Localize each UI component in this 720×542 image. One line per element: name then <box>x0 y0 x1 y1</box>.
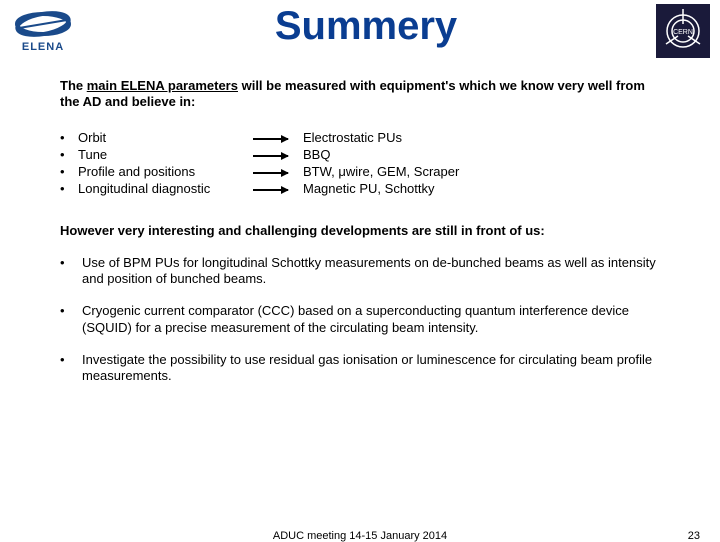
slide-content: The main ELENA parameters will be measur… <box>0 68 720 384</box>
arrow-icon <box>253 189 288 191</box>
param-right-2: BTW, μwire, GEM, Scraper <box>303 163 459 180</box>
param-left-3: Longitudinal diagnostic <box>78 180 253 197</box>
param-left-2: Profile and positions <box>78 163 253 180</box>
bullet-icon: • <box>60 303 82 336</box>
param-left-0: Orbit <box>78 129 253 146</box>
intro-text: The main ELENA parameters will be measur… <box>60 78 660 111</box>
list-item: • Investigate the possibility to use res… <box>60 352 660 385</box>
parameters-mapping: •••• Orbit Tune Profile and positions Lo… <box>60 129 660 199</box>
parameters-left: Orbit Tune Profile and positions Longitu… <box>78 129 253 197</box>
intro-underlined: main ELENA parameters <box>87 78 238 93</box>
bullet-icon: • <box>60 255 82 288</box>
arrow-icon <box>253 155 288 157</box>
elena-logo-label: ELENA <box>22 41 64 53</box>
param-left-1: Tune <box>78 146 253 163</box>
svg-text:CERN: CERN <box>673 29 693 36</box>
parameters-right: Electrostatic PUs BBQ BTW, μwire, GEM, S… <box>303 129 459 197</box>
however-text: However very interesting and challenging… <box>60 223 660 239</box>
dev-text-2: Investigate the possibility to use resid… <box>82 352 660 385</box>
list-item: • Use of BPM PUs for longitudinal Schott… <box>60 255 660 288</box>
cern-logo: CERN <box>654 2 712 60</box>
arrow-icon <box>253 138 288 140</box>
list-item: • Cryogenic current comparator (CCC) bas… <box>60 303 660 336</box>
arrows-column <box>253 129 303 199</box>
footer-page-number: 23 <box>688 530 700 542</box>
param-right-3: Magnetic PU, Schottky <box>303 180 459 197</box>
param-right-0: Electrostatic PUs <box>303 129 459 146</box>
intro-pre: The <box>60 78 87 93</box>
bullet-column: •••• <box>60 129 78 197</box>
slide-title: Summery <box>275 4 457 49</box>
dev-text-1: Cryogenic current comparator (CCC) based… <box>82 303 660 336</box>
slide-header: ELENA Summery CERN <box>0 0 720 68</box>
param-right-1: BBQ <box>303 146 459 163</box>
dev-text-0: Use of BPM PUs for longitudinal Schottky… <box>82 255 660 288</box>
footer-meeting: ADUC meeting 14-15 January 2014 <box>273 530 447 542</box>
developments-list: • Use of BPM PUs for longitudinal Schott… <box>60 255 660 385</box>
arrow-icon <box>253 172 288 174</box>
elena-logo: ELENA <box>8 2 78 60</box>
bullet-icon: • <box>60 352 82 385</box>
